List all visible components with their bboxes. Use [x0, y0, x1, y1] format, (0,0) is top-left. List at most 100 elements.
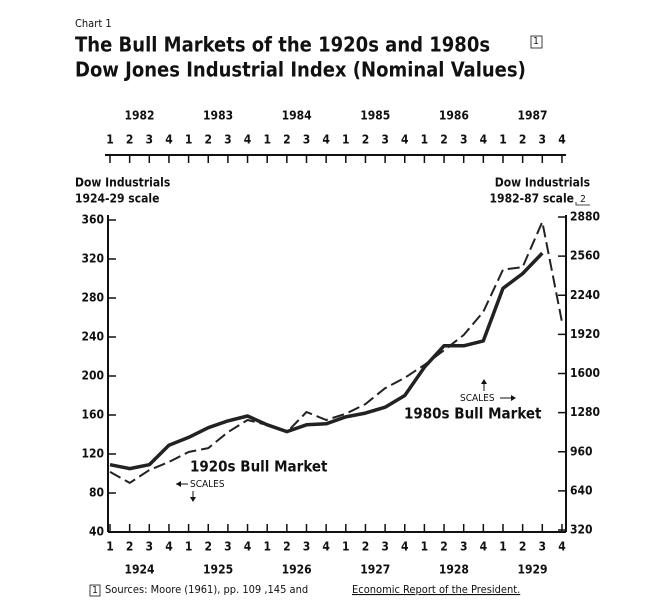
top-tick-label: 3 [146, 133, 154, 147]
x-tick-label: 1 [263, 540, 271, 554]
footnote-box [575, 202, 590, 206]
scales-note: SCALES [460, 393, 495, 404]
x-tick-label: 1 [499, 540, 507, 554]
y2-label: Dow Industrials [495, 176, 590, 190]
top-year: 1983 [203, 109, 233, 123]
top-year: 1987 [517, 109, 547, 123]
x-tick-label: 3 [460, 540, 468, 554]
top-tick-label: 2 [519, 133, 527, 147]
top-tick-label: 3 [303, 133, 311, 147]
y-label: Dow Industrials [75, 176, 170, 190]
top-tick-label: 2 [440, 133, 448, 147]
top-tick-label: 3 [224, 133, 232, 147]
top-year: 1985 [360, 109, 390, 123]
top-tick-label: 2 [283, 133, 291, 147]
top-year: 1986 [439, 109, 469, 123]
y2-tick-label: 2560 [570, 249, 600, 263]
y-tick-label: 200 [81, 369, 104, 383]
y-tick-label: 160 [81, 408, 104, 422]
top-tick-label: 1 [106, 133, 114, 147]
y2-tick-label: 1920 [570, 327, 600, 341]
y-tick-label: 280 [81, 291, 104, 305]
top-tick-label: 4 [558, 133, 566, 147]
top-tick-label: 3 [539, 133, 547, 147]
x-tick-label: 4 [558, 540, 566, 554]
footnote-source: Economic Report of the President. [352, 583, 520, 596]
x-tick-label: 3 [146, 540, 154, 554]
bottom-year: 1929 [517, 563, 547, 577]
bottom-year: 1925 [203, 563, 233, 577]
chart-title: The Bull Markets of the 1920s and 1980s [75, 33, 490, 57]
top-tick-label: 1 [499, 133, 507, 147]
x-tick-label: 1 [421, 540, 429, 554]
x-tick-label: 2 [204, 540, 212, 554]
top-tick-label: 2 [126, 133, 134, 147]
bottom-year: 1927 [360, 563, 390, 577]
top-tick-label: 2 [204, 133, 212, 147]
series-line [109, 220, 563, 484]
y-tick-label: 240 [81, 330, 104, 344]
y2-tick-label: 2880 [570, 210, 600, 224]
top-tick-label: 1 [421, 133, 429, 147]
title-footnote: 1 [533, 36, 539, 47]
x-tick-label: 1 [342, 540, 350, 554]
footnote: Sources: Moore (1961), pp. 109 ,145 and [105, 583, 308, 596]
y2-tick-label: 2240 [570, 288, 600, 302]
x-tick-label: 3 [539, 540, 547, 554]
x-tick-label: 2 [362, 540, 370, 554]
top-tick-label: 4 [244, 133, 252, 147]
x-tick-label: 4 [401, 540, 409, 554]
bottom-year: 1928 [439, 563, 469, 577]
y2-tick-label: 1280 [570, 405, 600, 419]
x-tick-label: 4 [480, 540, 488, 554]
x-tick-label: 2 [440, 540, 448, 554]
x-tick-label: 2 [126, 540, 134, 554]
chart-subtitle: Dow Jones Industrial Index (Nominal Valu… [75, 58, 526, 82]
y2-tick-label: 640 [570, 483, 593, 497]
top-tick-label: 4 [165, 133, 173, 147]
y2-label: 1982-87 scale [490, 192, 574, 206]
top-tick-label: 4 [401, 133, 409, 147]
bottom-year: 1926 [282, 563, 312, 577]
y-tick-label: 360 [81, 213, 104, 227]
top-tick-label: 3 [381, 133, 389, 147]
y2-tick-label: 960 [570, 444, 593, 458]
x-tick-label: 4 [322, 540, 330, 554]
x-tick-label: 3 [303, 540, 311, 554]
x-tick-label: 4 [244, 540, 252, 554]
arrow [176, 481, 181, 487]
top-tick-label: 1 [185, 133, 193, 147]
top-tick-label: 1 [263, 133, 271, 147]
x-tick-label: 3 [381, 540, 389, 554]
top-tick-label: 3 [460, 133, 468, 147]
footnote-box [89, 584, 101, 597]
footnote-box [530, 35, 543, 49]
top-tick-label: 4 [322, 133, 330, 147]
x-tick-label: 3 [224, 540, 232, 554]
bottom-year: 1924 [124, 563, 155, 577]
top-tick-label: 2 [362, 133, 370, 147]
arrow [481, 379, 487, 384]
top-year: 1982 [124, 109, 154, 123]
x-tick-label: 4 [165, 540, 173, 554]
series-label: 1980s Bull Market [404, 405, 542, 423]
chart-kicker: Chart 1 [75, 17, 112, 30]
series-line [109, 251, 544, 471]
y2-footnote: 2 [580, 194, 586, 205]
arrow [190, 497, 196, 502]
y-label: 1924-29 scale [75, 192, 159, 206]
y-tick-label: 80 [89, 486, 104, 500]
x-tick-label: 1 [185, 540, 193, 554]
y-tick-label: 120 [81, 447, 104, 461]
x-tick-label: 2 [519, 540, 527, 554]
series-label: 1920s Bull Market [190, 458, 328, 476]
y-tick-label: 320 [81, 252, 104, 266]
footnote-marker: 1 [92, 585, 98, 596]
top-tick-label: 4 [480, 133, 488, 147]
y2-tick-label: 1600 [570, 366, 600, 380]
top-tick-label: 1 [342, 133, 350, 147]
y-tick-label: 40 [89, 525, 104, 539]
x-tick-label: 2 [283, 540, 291, 554]
y2-tick-label: 320 [570, 523, 593, 537]
